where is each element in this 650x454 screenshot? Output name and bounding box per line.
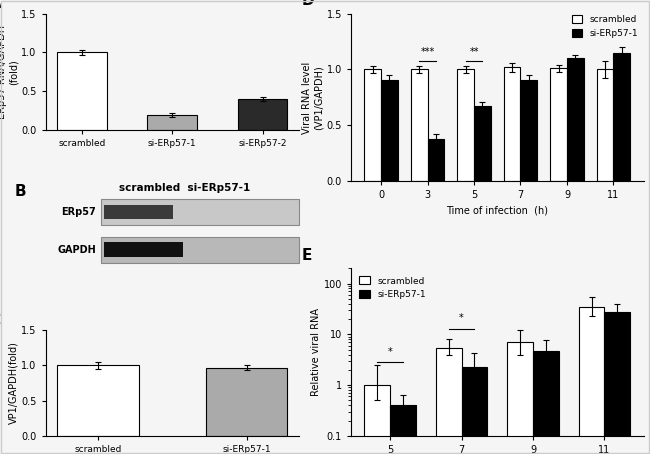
Y-axis label: Viral RNA level
(VP1/GAPDH): Viral RNA level (VP1/GAPDH): [302, 61, 324, 133]
Bar: [457, 69, 474, 181]
Bar: [411, 69, 428, 181]
Bar: [521, 79, 538, 181]
Text: B: B: [15, 184, 27, 199]
Bar: [597, 69, 614, 181]
Bar: [364, 385, 390, 454]
Bar: [578, 307, 604, 454]
Bar: [364, 69, 381, 181]
Bar: [381, 79, 398, 181]
Bar: [57, 52, 107, 130]
X-axis label: Time of infection  (h): Time of infection (h): [447, 206, 548, 216]
Text: ERp57: ERp57: [62, 207, 96, 217]
Bar: [567, 58, 584, 181]
Text: E: E: [301, 248, 311, 263]
Text: scrambled  si-ERp57-1: scrambled si-ERp57-1: [120, 183, 250, 192]
Bar: [474, 106, 491, 181]
Text: C: C: [0, 313, 1, 328]
Text: A: A: [0, 0, 1, 11]
Bar: [101, 237, 299, 263]
Text: D: D: [301, 0, 314, 8]
Bar: [533, 350, 559, 454]
Bar: [507, 342, 533, 454]
Bar: [428, 139, 444, 181]
Bar: [104, 205, 173, 219]
Text: GAPDH: GAPDH: [57, 245, 96, 255]
Legend: scrambled, si-ERp57-1: scrambled, si-ERp57-1: [356, 273, 430, 303]
Bar: [238, 99, 287, 130]
Bar: [205, 368, 287, 436]
Bar: [462, 367, 488, 454]
Y-axis label: VP1/GAPDH(fold): VP1/GAPDH(fold): [8, 341, 18, 424]
Bar: [390, 405, 416, 454]
Bar: [101, 199, 299, 225]
Bar: [57, 365, 139, 436]
Text: *: *: [387, 346, 393, 356]
Text: **: **: [469, 47, 479, 57]
Bar: [436, 347, 461, 454]
Text: *: *: [459, 313, 464, 323]
Bar: [504, 67, 521, 181]
Text: ***: ***: [421, 47, 435, 57]
Y-axis label: ERp57 RNA/GAPDH
(fold): ERp57 RNA/GAPDH (fold): [0, 25, 18, 119]
Bar: [104, 242, 183, 257]
Bar: [604, 311, 630, 454]
Bar: [148, 115, 197, 130]
Bar: [614, 53, 630, 181]
Y-axis label: Relative viral RNA: Relative viral RNA: [311, 308, 321, 396]
Legend: scrambled, si-ERp57-1: scrambled, si-ERp57-1: [568, 11, 642, 41]
Bar: [551, 69, 567, 181]
